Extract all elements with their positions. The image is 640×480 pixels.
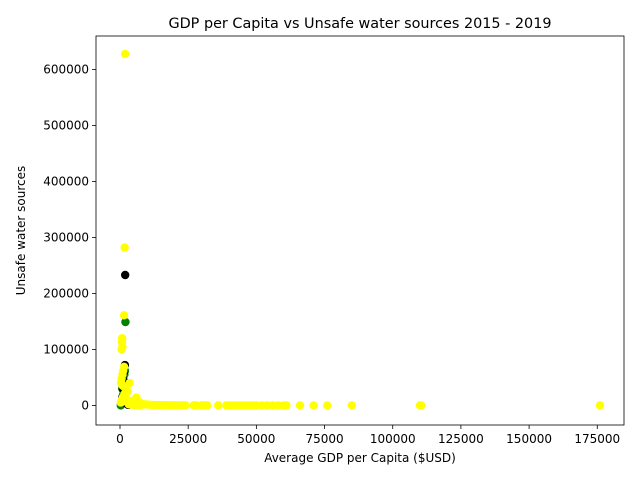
x-axis-label: Average GDP per Capita ($USD)	[264, 451, 456, 465]
x-tick-label: 75000	[305, 432, 343, 446]
x-tick-label: 25000	[169, 432, 207, 446]
data-point	[117, 345, 126, 354]
x-tick-label: 0	[116, 432, 124, 446]
y-tick-label: 400000	[43, 175, 89, 189]
y-axis: 0 100000 200000 300000 400000 500000 600000	[43, 63, 96, 412]
data-point	[120, 270, 130, 280]
y-tick-label: 300000	[43, 230, 89, 244]
y-tick-label: 200000	[43, 286, 89, 300]
plot-area	[116, 49, 605, 410]
chart-title: GDP per Capita vs Unsafe water sources 2…	[168, 16, 551, 32]
y-tick-label: 500000	[43, 119, 89, 133]
data-point	[595, 401, 605, 410]
data-point	[347, 401, 357, 410]
y-tick-label: 0	[81, 398, 89, 412]
data-point	[121, 317, 130, 327]
y-tick-label: 600000	[43, 63, 89, 77]
data-point	[136, 401, 145, 410]
data-point	[119, 311, 129, 320]
data-point	[120, 243, 129, 252]
data-point	[125, 378, 134, 388]
x-tick-label: 125000	[438, 432, 484, 446]
data-point	[181, 401, 190, 410]
data-point	[417, 401, 426, 410]
data-point	[213, 401, 223, 410]
x-tick-label: 175000	[574, 432, 620, 446]
data-point	[323, 401, 332, 410]
data-point	[203, 401, 212, 410]
data-point	[295, 401, 305, 410]
data-point	[309, 401, 318, 410]
x-tick-label: 100000	[370, 432, 416, 446]
y-axis-label: Unsafe water sources	[14, 166, 28, 296]
axes-frame	[95, 35, 625, 426]
x-tick-label: 150000	[506, 432, 552, 446]
y-tick-label: 100000	[43, 342, 89, 356]
data-point	[282, 401, 291, 410]
x-axis: 0 25000 50000 75000 100000 125000 150000 175000	[116, 425, 620, 446]
x-tick-label: 50000	[237, 432, 275, 446]
data-point	[120, 49, 130, 59]
